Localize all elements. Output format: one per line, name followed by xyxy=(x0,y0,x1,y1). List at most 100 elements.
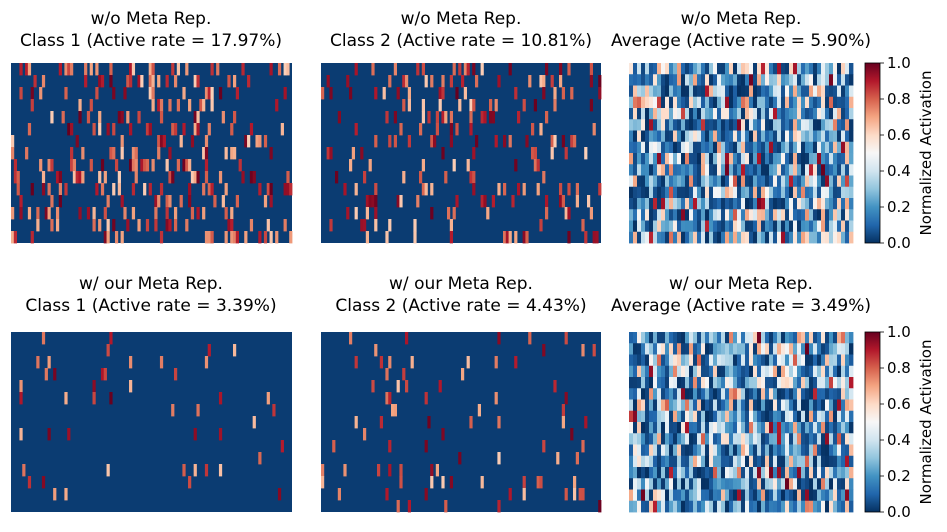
heatmap-cell xyxy=(645,85,650,98)
heatmap-cell xyxy=(360,219,364,232)
heatmap-cell xyxy=(845,500,850,513)
heatmap-cell xyxy=(749,399,754,412)
heatmap-cell xyxy=(757,108,762,120)
heatmap-cell xyxy=(701,63,706,75)
heatmap-cell xyxy=(486,207,490,220)
heatmap-cell xyxy=(75,171,79,184)
heatmap-cell xyxy=(729,433,734,445)
heatmap-cell xyxy=(196,111,200,124)
heatmap-cell xyxy=(689,209,694,221)
heatmap-cell xyxy=(713,489,718,502)
heatmap-cell xyxy=(114,159,119,172)
heatmap-cell xyxy=(749,388,754,400)
heatmap-cell xyxy=(681,343,686,355)
heatmap-cell xyxy=(168,219,172,232)
heatmap-cell xyxy=(629,399,634,412)
heatmap-cell xyxy=(757,455,762,468)
heatmap-cell xyxy=(841,119,846,131)
heatmap-cell xyxy=(645,377,650,389)
heatmap-cell xyxy=(813,108,818,120)
heatmap-cell xyxy=(433,135,437,148)
heatmap-cell xyxy=(753,422,758,434)
heatmap-cell xyxy=(833,108,838,120)
heatmap-cell xyxy=(61,111,65,124)
heatmap-cell xyxy=(841,164,846,176)
heatmap-cell xyxy=(849,209,854,221)
heatmap-cell xyxy=(185,219,189,232)
heatmap-cell xyxy=(399,464,403,477)
heatmap-cell xyxy=(525,231,529,244)
heatmap-cell xyxy=(272,404,276,417)
heatmap-cell xyxy=(567,183,571,196)
heatmap-cell xyxy=(633,500,638,513)
heatmap-cell xyxy=(733,119,738,131)
heatmap-cell xyxy=(817,422,822,434)
heatmap-cell xyxy=(785,175,790,188)
heatmap-cell xyxy=(761,455,766,468)
heatmap-cell xyxy=(705,467,710,479)
heatmap-cell xyxy=(633,467,638,479)
heatmap-cell xyxy=(757,422,762,434)
heatmap-cell xyxy=(581,344,585,357)
heatmap-cell xyxy=(737,354,742,367)
heatmap-cell xyxy=(289,183,293,196)
heatmap-cell xyxy=(817,130,822,143)
heatmap-cell xyxy=(765,332,770,344)
colorbar-tick-label: 0.6 xyxy=(887,395,911,413)
heatmap-cell xyxy=(781,399,786,412)
heatmap-cell xyxy=(825,455,830,468)
heatmap-cell xyxy=(837,444,842,457)
heatmap-cell xyxy=(837,332,842,344)
heatmap-cell xyxy=(777,388,782,400)
heatmap xyxy=(11,63,293,244)
heatmap-cell xyxy=(472,171,476,184)
heatmap-cell xyxy=(829,186,834,199)
heatmap-cell xyxy=(725,74,730,86)
heatmap-cell xyxy=(773,332,778,344)
heatmap-cell xyxy=(837,478,842,490)
heatmap-cell xyxy=(705,63,710,75)
heatmap-cell xyxy=(849,96,854,109)
heatmap-cell xyxy=(785,444,790,457)
heatmap-cell xyxy=(785,130,790,143)
heatmap-cell xyxy=(801,108,806,120)
heatmap-cell xyxy=(729,231,734,244)
heatmap-cell xyxy=(721,186,726,199)
heatmap-cell xyxy=(813,365,818,378)
heatmap-cell xyxy=(681,455,686,468)
heatmap-cell xyxy=(833,455,838,468)
heatmap-cell xyxy=(789,141,794,154)
heatmap-cell xyxy=(653,467,658,479)
heatmap-cell xyxy=(463,63,467,76)
heatmap-cell xyxy=(637,119,642,131)
heatmap-cell xyxy=(72,159,77,172)
heatmap-cell xyxy=(845,186,850,199)
heatmap-cell xyxy=(669,343,674,355)
heatmap-cell xyxy=(769,422,774,434)
heatmap-cell xyxy=(705,422,710,434)
heatmap-cell xyxy=(753,332,758,344)
heatmap-cell xyxy=(438,99,442,112)
heatmap-cell xyxy=(30,99,34,112)
heatmap-cell xyxy=(713,332,718,344)
heatmap-cell xyxy=(649,478,654,490)
heatmap-cell xyxy=(729,186,734,199)
heatmap-cell xyxy=(813,433,818,445)
heatmap-cell xyxy=(469,171,473,184)
heatmap-cell xyxy=(705,198,710,210)
heatmap-cell xyxy=(753,500,758,513)
heatmap-cell xyxy=(137,75,141,88)
heatmap-cell xyxy=(813,85,818,98)
heatmap-cell xyxy=(721,85,726,98)
heatmap-cell xyxy=(120,195,124,208)
heatmap-cell xyxy=(689,119,694,131)
heatmap-cell xyxy=(673,478,678,490)
heatmap-cell xyxy=(717,489,722,502)
heatmap-cell xyxy=(230,219,234,232)
heatmap-cell xyxy=(769,365,774,378)
heatmap-cell xyxy=(693,85,698,98)
heatmap-cell xyxy=(545,111,549,124)
heatmap-cell xyxy=(472,63,476,76)
heatmap-cell xyxy=(781,354,786,367)
heatmap-cell xyxy=(741,433,746,445)
